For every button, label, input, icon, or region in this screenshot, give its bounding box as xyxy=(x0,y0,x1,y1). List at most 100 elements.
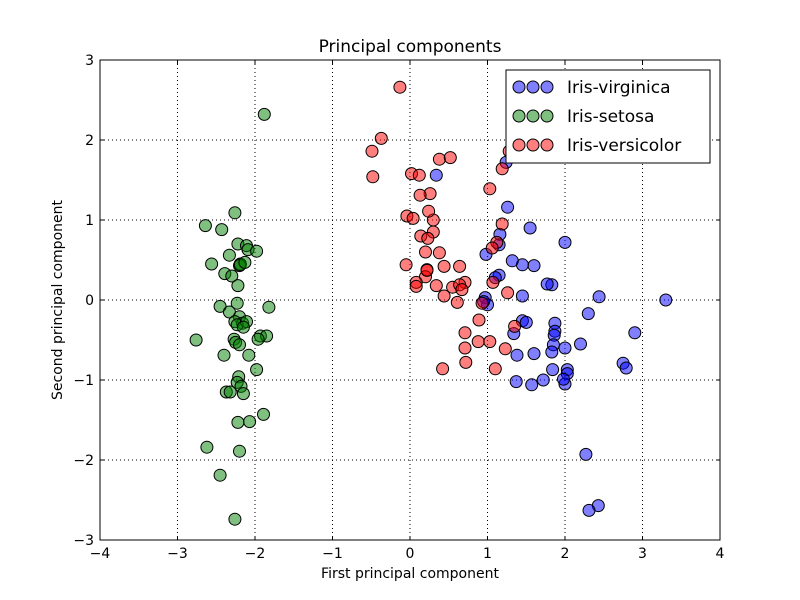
point-iris-versicolor xyxy=(455,283,469,297)
point-iris-virginica xyxy=(523,221,537,235)
x-tick-label: 2 xyxy=(561,546,570,562)
legend-marker-iris-setosa xyxy=(512,109,526,123)
point-iris-virginica xyxy=(525,378,539,392)
point-iris-versicolor xyxy=(421,231,435,245)
x-tick-label: −4 xyxy=(90,546,111,562)
point-iris-versicolor xyxy=(498,342,512,356)
point-iris-versicolor xyxy=(450,295,464,309)
point-iris-versicolor xyxy=(459,355,473,369)
point-iris-setosa xyxy=(257,107,271,121)
point-iris-setosa xyxy=(231,279,245,293)
y-tick-label: −3 xyxy=(73,533,94,549)
point-iris-virginica xyxy=(527,347,541,361)
point-iris-virginica xyxy=(582,503,596,517)
point-iris-virginica xyxy=(505,254,519,268)
point-iris-versicolor xyxy=(443,151,457,165)
point-iris-versicolor xyxy=(508,319,522,333)
point-iris-setosa xyxy=(230,296,244,310)
point-iris-setosa xyxy=(233,444,246,458)
data-points xyxy=(189,80,673,526)
y-tick-label: 3 xyxy=(85,53,94,69)
point-iris-versicolor xyxy=(429,279,443,293)
point-iris-virginica xyxy=(510,348,524,362)
point-iris-versicolor xyxy=(419,245,432,259)
point-iris-virginica xyxy=(628,326,642,340)
y-tick-label: 1 xyxy=(85,213,94,229)
point-iris-setosa xyxy=(238,255,252,269)
point-iris-setosa xyxy=(250,244,264,258)
x-tick-label: −2 xyxy=(245,546,266,562)
x-tick-label: −3 xyxy=(167,546,188,562)
point-iris-versicolor xyxy=(412,168,426,182)
point-iris-versicolor xyxy=(432,246,446,260)
x-axis-label: First principal component xyxy=(321,566,499,582)
x-tick-label: 3 xyxy=(638,546,647,562)
point-iris-virginica xyxy=(509,375,523,389)
point-iris-setosa xyxy=(262,300,276,314)
point-iris-versicolor xyxy=(483,335,497,349)
point-iris-versicolor xyxy=(422,204,436,218)
point-iris-virginica xyxy=(536,373,550,387)
point-iris-versicolor xyxy=(436,362,450,376)
point-iris-virginica xyxy=(527,259,541,273)
x-tick-label: −1 xyxy=(322,546,343,562)
point-iris-setosa xyxy=(242,348,256,362)
point-iris-setosa xyxy=(205,257,219,271)
point-iris-versicolor xyxy=(483,182,497,196)
point-iris-versicolor xyxy=(406,211,420,225)
legend-label-iris-versicolor: Iris-versicolor xyxy=(567,136,681,156)
point-iris-setosa xyxy=(198,219,212,233)
point-iris-versicolor xyxy=(413,188,427,202)
legend-marker-iris-virginica xyxy=(512,80,526,94)
legend-marker-iris-versicolor xyxy=(526,138,540,152)
point-iris-versicolor xyxy=(453,259,467,273)
point-iris-setosa xyxy=(222,248,236,262)
legend-marker-iris-setosa xyxy=(540,109,554,123)
x-tick-label: 0 xyxy=(406,546,415,562)
point-iris-versicolor xyxy=(437,289,451,303)
point-iris-versicolor xyxy=(458,326,472,340)
point-iris-versicolor xyxy=(495,217,509,231)
point-iris-setosa xyxy=(217,348,231,362)
point-iris-versicolor xyxy=(471,335,485,349)
point-iris-virginica xyxy=(659,293,673,307)
point-iris-setosa xyxy=(233,338,246,352)
legend: Iris-virginica Iris-setosa Iris-versicolor xyxy=(505,69,711,164)
point-iris-virginica xyxy=(546,363,560,377)
point-iris-versicolor xyxy=(495,162,509,176)
legend-marker-iris-versicolor xyxy=(512,138,526,152)
legend-label-iris-setosa: Iris-setosa xyxy=(567,107,654,127)
point-iris-virginica xyxy=(574,337,587,351)
chart-title: Principal components xyxy=(319,37,502,57)
point-iris-virginica xyxy=(558,341,572,355)
point-iris-virginica xyxy=(515,289,529,303)
point-iris-setosa xyxy=(225,269,239,283)
point-iris-setosa xyxy=(236,387,250,401)
point-iris-virginica xyxy=(579,447,593,461)
point-iris-versicolor xyxy=(485,241,499,255)
point-iris-virginica xyxy=(501,200,515,214)
point-iris-setosa xyxy=(228,206,242,220)
y-tick-label: −1 xyxy=(73,373,94,389)
y-tick-label: 2 xyxy=(85,133,94,149)
point-iris-versicolor xyxy=(501,286,515,300)
point-iris-setosa xyxy=(250,363,264,377)
y-tick-label: −2 xyxy=(73,453,94,469)
point-iris-versicolor xyxy=(409,279,423,293)
point-iris-setosa xyxy=(228,512,242,526)
y-tick-label: 0 xyxy=(85,293,94,309)
point-iris-virginica xyxy=(619,361,633,375)
point-iris-setosa xyxy=(257,407,270,421)
point-iris-virginica xyxy=(557,372,570,386)
point-iris-versicolor xyxy=(486,275,500,289)
point-iris-virginica xyxy=(545,345,559,359)
point-iris-setosa xyxy=(231,415,245,429)
x-tick-label: 4 xyxy=(716,546,725,562)
point-iris-versicolor xyxy=(365,144,379,158)
point-iris-setosa xyxy=(215,223,229,237)
point-iris-versicolor xyxy=(458,341,472,355)
point-iris-setosa xyxy=(189,333,203,347)
legend-label-iris-virginica: Iris-virginica xyxy=(567,78,671,98)
